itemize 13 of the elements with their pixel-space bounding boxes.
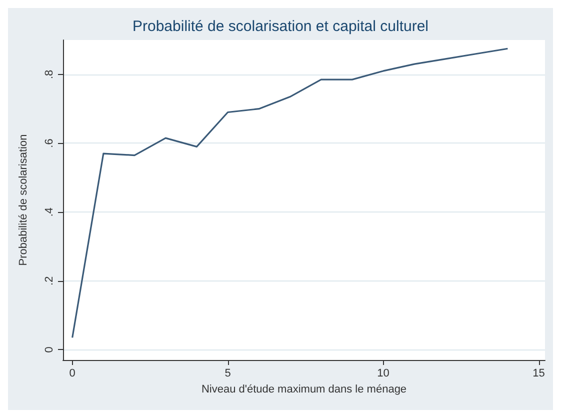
x-tick-label: 10 — [377, 368, 390, 380]
y-axis-title: Probabilité de scolarisation — [18, 134, 30, 266]
y-tick-label: .8 — [44, 70, 56, 79]
x-tick-label: 5 — [224, 368, 231, 380]
x-tick-label: 15 — [532, 368, 545, 380]
y-tick-label: .6 — [44, 138, 56, 148]
line-series — [72, 48, 508, 338]
chart-title: Probabilité de scolarisation et capital culturel — [132, 18, 428, 35]
y-tick-label: .2 — [44, 276, 56, 286]
y-tick-label: .4 — [44, 207, 56, 217]
x-axis-title: Niveau d'étude maximum dans le ménage — [201, 383, 407, 396]
y-tick-label: 0 — [44, 346, 56, 353]
x-tick-label: 0 — [69, 368, 76, 380]
